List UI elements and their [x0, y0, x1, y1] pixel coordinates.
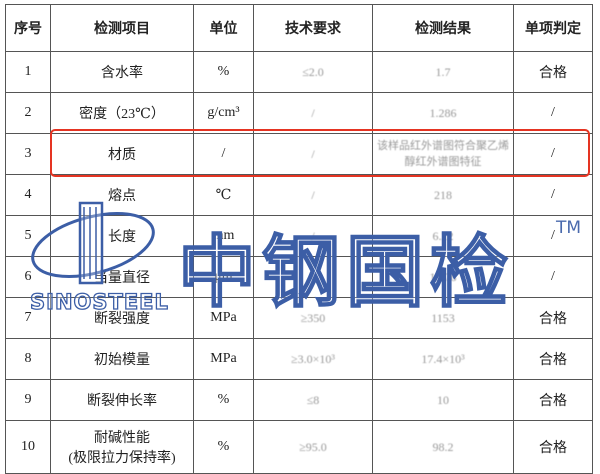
row-item: 当量直径 [50, 256, 194, 298]
row-no: 10 [5, 420, 51, 474]
row-item: 断裂强度 [50, 297, 194, 339]
row-verdict: 合格 [513, 379, 593, 421]
row-result: 该样品红外谱图符合聚乙烯醇红外谱图特征 [372, 133, 514, 175]
row-result: 1.286 [372, 92, 514, 134]
row-result: 10 [372, 379, 514, 421]
row-no: 4 [5, 174, 51, 216]
row-verdict: / [513, 174, 593, 216]
row-unit: MPa [193, 338, 254, 380]
row-verdict: 合格 [513, 297, 593, 339]
row-requirement: / [253, 215, 373, 257]
table-row: 5 长度 mm/6.22/ [5, 215, 593, 257]
table-row: 4 熔点 ℃/218/ [5, 174, 593, 216]
row-unit: % [193, 379, 254, 421]
row-item: 长度 [50, 215, 194, 257]
row-requirement: / [253, 92, 373, 134]
row-unit: % [193, 51, 254, 93]
table-row: 8 初始模量 MPa ≥3.0×10³ 17.4×10³ 合格 [5, 338, 593, 380]
row-no: 3 [5, 133, 51, 175]
row-verdict: 合格 [513, 420, 593, 474]
row-result: 1153 [372, 297, 514, 339]
header-requirement: 技术要求 [253, 4, 373, 52]
table-row: 2 密度（23℃） g/cm³/1.286/ [5, 92, 593, 134]
row-no: 6 [5, 256, 51, 298]
row-verdict: / [513, 215, 593, 257]
table-row: 3 材质 / / 该样品红外谱图符合聚乙烯醇红外谱图特征 / [5, 133, 593, 175]
row-requirement: ≥3.0×10³ [253, 338, 373, 380]
row-no: 2 [5, 92, 51, 134]
row-unit: MPa [193, 297, 254, 339]
test-results-table: 序号 检测项目 单位 技术要求 检测结果 单项判定 1 含水率% ≤2.0 1.7 合格… [5, 4, 593, 474]
row-verdict: / [513, 92, 593, 134]
row-unit: μm [193, 256, 254, 298]
row-verdict: 合格 [513, 338, 593, 380]
table-row: 9 断裂伸长率% ≤8 10 合格 [5, 379, 593, 421]
row-no: 5 [5, 215, 51, 257]
header-unit: 单位 [193, 4, 254, 52]
header-result: 检测结果 [372, 4, 514, 52]
row-result: 6.22 [372, 215, 514, 257]
row-requirement: / [253, 174, 373, 216]
highlight-box-row-3 [50, 129, 590, 177]
row-unit: g/cm³ [193, 92, 254, 134]
row-verdict: / [513, 256, 593, 298]
row-result: 17.4×10³ [372, 338, 514, 380]
row-result: 1.7 [372, 51, 514, 93]
row-result: 98.2 [372, 420, 514, 474]
row-item: 断裂伸长率 [50, 379, 194, 421]
row-unit: % [193, 420, 254, 474]
table-row: 7 断裂强度 MPa ≥350 1153 合格 [5, 297, 593, 339]
row-requirement: ≤8 [253, 379, 373, 421]
table-row: 6 当量直径 μm/15.78/ [5, 256, 593, 298]
row-requirement: / [253, 256, 373, 298]
row-no: 1 [5, 51, 51, 93]
row-requirement: ≥350 [253, 297, 373, 339]
row-item: 初始模量 [50, 338, 194, 380]
table-header-row: 序号 检测项目 单位 技术要求 检测结果 单项判定 [5, 4, 593, 52]
header-no: 序号 [5, 4, 51, 52]
row-unit: mm [193, 215, 254, 257]
row-item: 熔点 [50, 174, 194, 216]
row-result: 218 [372, 174, 514, 216]
row-no: 7 [5, 297, 51, 339]
row-result: 15.78 [372, 256, 514, 298]
row-no: 9 [5, 379, 51, 421]
header-item: 检测项目 [50, 4, 194, 52]
row-item: 密度（23℃） [50, 92, 194, 134]
table-row: 1 含水率% ≤2.0 1.7 合格 [5, 51, 593, 93]
row-requirement: ≥95.0 [253, 420, 373, 474]
row-item: 含水率 [50, 51, 194, 93]
row-item: 耐碱性能 (极限拉力保持率) [50, 420, 194, 474]
row-no: 8 [5, 338, 51, 380]
table-row: 10 耐碱性能 (极限拉力保持率)% ≥95.0 98.2 合格 [5, 420, 593, 474]
row-requirement: ≤2.0 [253, 51, 373, 93]
row-unit: ℃ [193, 174, 254, 216]
row-verdict: 合格 [513, 51, 593, 93]
row-verdict: / [513, 133, 593, 175]
header-verdict: 单项判定 [513, 4, 593, 52]
